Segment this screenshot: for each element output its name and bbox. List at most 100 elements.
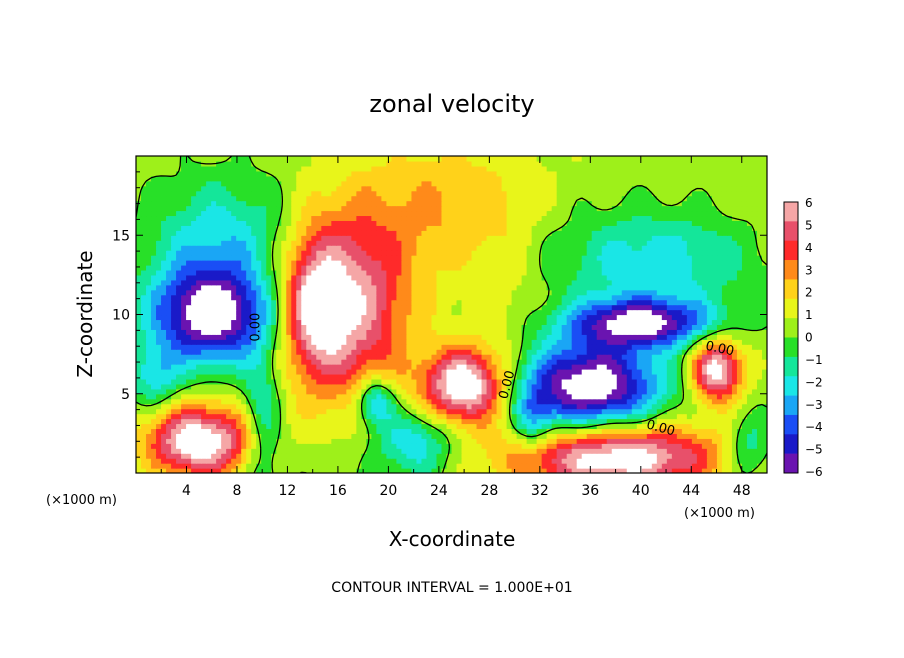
heatmap-cell <box>246 329 252 335</box>
heatmap-cell <box>471 438 478 444</box>
heatmap-cell <box>631 453 638 459</box>
heatmap-cell <box>371 344 377 350</box>
heatmap-cell <box>546 438 553 444</box>
heatmap-cell <box>331 448 337 454</box>
heatmap-cell <box>231 354 237 360</box>
heatmap-cell <box>421 393 428 400</box>
heatmap-cell <box>291 354 297 360</box>
heatmap-cell <box>721 458 728 464</box>
heatmap-cell <box>456 468 463 473</box>
heatmap-cell <box>496 309 503 316</box>
heatmap-cell <box>601 408 608 415</box>
heatmap-cell <box>411 344 418 350</box>
heatmap-cell <box>291 468 297 473</box>
heatmap-cell <box>256 279 262 286</box>
heatmap-cell <box>361 299 367 306</box>
heatmap-cell <box>246 289 252 296</box>
heatmap-cell <box>226 438 232 444</box>
heatmap-cell <box>746 468 753 473</box>
heatmap-cell <box>641 443 648 449</box>
heatmap-cell <box>681 408 688 415</box>
heatmap-cell <box>371 393 377 400</box>
heatmap-cell <box>386 339 393 345</box>
heatmap-cell <box>176 289 182 296</box>
heatmap-cell <box>386 334 393 340</box>
heatmap-cell <box>621 289 628 296</box>
heatmap-cell <box>216 319 222 325</box>
heatmap-cell <box>251 294 257 301</box>
heatmap-cell <box>456 359 463 365</box>
heatmap-cell <box>491 359 498 365</box>
heatmap-cell <box>336 319 342 325</box>
heatmap-cell <box>511 359 518 365</box>
heatmap-cell <box>441 423 448 430</box>
heatmap-cell <box>646 314 653 321</box>
heatmap-cell <box>306 349 312 355</box>
heatmap-cell <box>741 339 748 345</box>
heatmap-cell <box>196 354 202 360</box>
heatmap-cell <box>301 344 307 350</box>
heatmap-cell <box>416 289 423 296</box>
heatmap-cell <box>751 393 758 400</box>
heatmap-cell <box>536 314 543 321</box>
heatmap-cell <box>366 463 372 469</box>
heatmap-cell <box>721 344 728 350</box>
heatmap-cell <box>466 344 473 350</box>
heatmap-cell <box>511 314 518 321</box>
heatmap-cell <box>216 324 222 330</box>
heatmap-cell <box>666 378 673 385</box>
heatmap-cell <box>406 433 413 439</box>
heatmap-cell <box>701 354 708 360</box>
heatmap-cell <box>686 428 693 434</box>
heatmap-cell <box>196 458 202 464</box>
heatmap-cell <box>406 458 413 464</box>
heatmap-cell <box>191 368 197 375</box>
heatmap-cell <box>631 443 638 449</box>
heatmap-cell <box>316 368 322 375</box>
heatmap-cell <box>416 438 423 444</box>
heatmap-cell <box>346 364 352 370</box>
heatmap-cell <box>691 383 698 390</box>
heatmap-cell <box>551 289 558 296</box>
heatmap-cell <box>306 438 312 444</box>
heatmap-cell <box>481 344 488 350</box>
heatmap-cell <box>596 299 603 306</box>
heatmap-cell <box>386 383 393 390</box>
heatmap-cell <box>671 428 678 434</box>
heatmap-cell <box>336 468 342 473</box>
heatmap-cell <box>196 349 202 355</box>
heatmap-cell <box>741 329 748 335</box>
heatmap-cell <box>526 279 533 286</box>
heatmap-cell <box>701 393 708 400</box>
heatmap-cell <box>656 433 663 439</box>
heatmap-cell <box>196 408 202 415</box>
heatmap-cell <box>756 294 763 301</box>
heatmap-cell <box>186 329 192 335</box>
heatmap-cell <box>511 443 518 449</box>
heatmap-cell <box>466 334 473 340</box>
heatmap-cell <box>291 299 297 306</box>
heatmap-cell <box>511 438 518 444</box>
heatmap-cell <box>626 299 633 306</box>
heatmap-cell <box>646 354 653 360</box>
heatmap-cell <box>386 359 393 365</box>
heatmap-cell <box>156 448 162 454</box>
heatmap-cell <box>616 284 623 291</box>
heatmap-cell <box>686 309 693 316</box>
heatmap-cell <box>616 309 623 316</box>
heatmap-cell <box>366 403 372 410</box>
heatmap-cell <box>241 299 247 306</box>
heatmap-cell <box>306 388 312 395</box>
heatmap-cell <box>626 354 633 360</box>
heatmap-cell <box>146 324 152 330</box>
heatmap-cell <box>746 418 753 425</box>
heatmap-cell <box>241 398 247 405</box>
heatmap-cell <box>206 299 212 306</box>
heatmap-cell <box>746 339 753 345</box>
heatmap-cell <box>186 304 192 311</box>
heatmap-cell <box>561 443 568 449</box>
heatmap-cell <box>361 463 367 469</box>
heatmap-cell <box>486 388 493 395</box>
heatmap-cell <box>421 468 428 473</box>
heatmap-cell <box>561 398 568 405</box>
